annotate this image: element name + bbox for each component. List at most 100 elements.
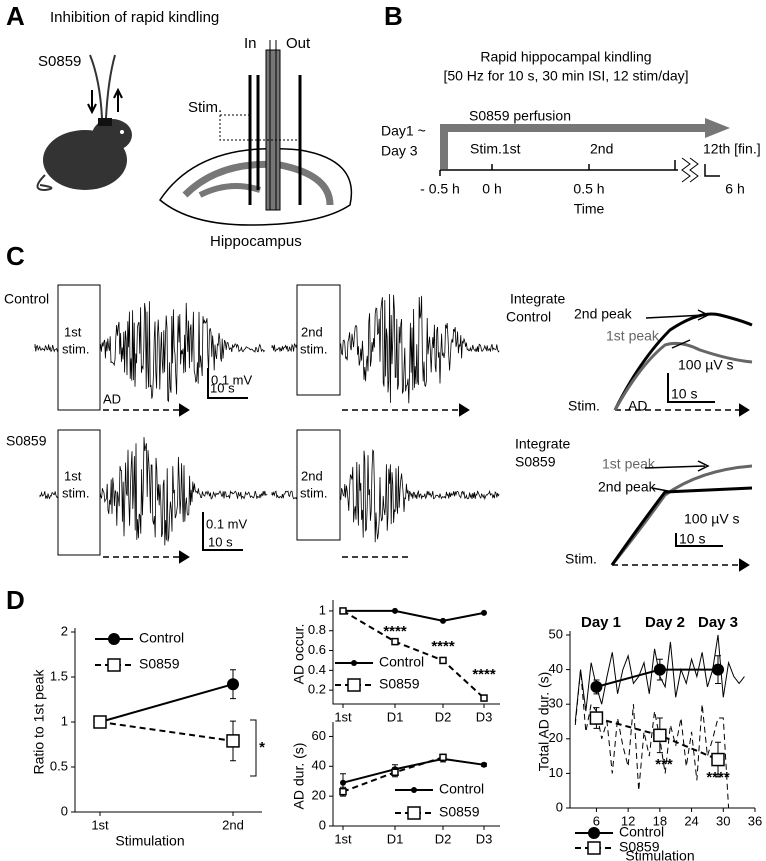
x-tick-label: 30 [716,813,730,828]
x-tick-label: 18 [653,813,667,828]
drug-label: S0859 [38,53,81,70]
x-tick-label: 1st [334,709,352,724]
y-tick-label: 60 [312,728,326,743]
integrate-label: Integrate [510,291,565,307]
annotation: **** [472,666,496,683]
x-tick-label: 6 [593,813,600,828]
annotation: *** [655,756,673,773]
marker [481,761,487,768]
stim-box-label: 1st [64,324,82,339]
x-tick-label: D3 [476,831,493,846]
marker [391,768,399,777]
legend-label: Control [619,824,664,840]
annotation: Day 1 [581,614,621,631]
y-axis-label: Total AD dur. (s) [536,672,552,772]
legend-marker [411,787,417,793]
ad-label: AD [628,398,647,414]
legend-marker [351,660,357,666]
stim-label: Stim. [565,551,597,567]
x-tick-label: D2 [435,709,452,724]
stim-label: Stim. [188,99,222,116]
panel-label: D [6,585,25,615]
time-axis-label: Time [574,201,605,217]
series-line [99,721,234,742]
time-label: 0.5 h [573,181,604,197]
perfusion-label: S0859 perfusion [469,108,571,124]
out-label: Out [286,35,311,52]
scale-label: 10 s [210,380,235,395]
marker [590,680,603,693]
marker [711,752,725,767]
series-line [342,757,485,784]
panel-label: A [6,1,25,31]
scale-label: 10 s [679,531,705,547]
y-tick-label: 30 [549,696,563,711]
annotation: **** [383,623,407,640]
y-tick-label: 0.5 [50,758,68,773]
y-tick-label: 20 [549,730,563,745]
y-tick-label: 0.2 [308,682,326,697]
axis [332,600,500,705]
marker [392,607,398,614]
legend-marker [108,633,120,645]
time-label: 0 h [482,181,501,197]
time-label: 6 h [725,181,744,197]
x-tick-label: D1 [387,709,404,724]
marker [480,694,488,702]
series-line [99,683,234,723]
panel-label: C [6,241,25,271]
x-axis-label: Stimulation [115,833,184,849]
y-tick-label: 1 [319,602,326,617]
y-tick-label: 0.6 [308,642,326,657]
marker [93,715,107,729]
legend-label: S0859 [139,656,180,672]
marker [439,656,447,665]
marker [339,607,347,615]
stim-box-label: stim. [62,341,89,356]
annotation: * [259,739,265,756]
peak-label: 1st peak [606,328,660,344]
x-tick-label: 12 [621,813,635,828]
y-tick-label: 40 [312,758,326,773]
legend-marker [107,658,121,672]
charts: 0 0.5 1 1.5 2 1st 2nd Ratio to 1st peak Stimulat… [31,600,762,861]
ad-label: AD [103,391,121,406]
annotation: **** [431,638,455,655]
marker [340,779,346,786]
legend-label: Control [139,630,184,646]
y-tick-label: 1 [61,713,68,728]
x-tick-label: 2nd [222,817,244,832]
stim-label: Stim.1st [470,141,521,157]
y-tick-label: 50 [549,626,563,641]
protocol-title: Rapid hippocampal kindling [480,49,651,65]
stim-label: 12th [fin.] [703,141,761,157]
scale-label: 0.1 mV [211,372,253,387]
x-tick-label: 1st [91,817,109,832]
in-label: In [244,35,257,52]
mouse-drawing [36,54,132,192]
y-tick-label: 40 [549,661,563,676]
stim-boxes [57,284,341,556]
x-axis-label: Stimulation [625,848,694,861]
marker [439,753,447,762]
y-axis-label: AD occur. [291,624,307,685]
legend-label: S0859 [439,804,480,820]
day-label: Day1 ~ [381,123,426,139]
stim-box-label: 2nd [301,468,323,483]
panel-label: B [384,1,403,31]
legend-label: Control [439,781,484,797]
y-tick-label: 1.5 [50,668,68,683]
day-label: Day 3 [381,143,418,159]
y-axis-label: AD dur. (s) [291,743,307,810]
legend-marker [347,678,361,692]
stim-box-label: stim. [300,485,327,500]
y-tick-label: 0 [319,817,326,832]
y-tick-label: 2 [61,623,68,638]
integrate-curves [610,309,753,566]
legend-marker [587,841,601,855]
hippocampus-drawing [159,40,353,226]
x-tick-label: 24 [684,813,698,828]
scale-label: 10 s [671,386,697,402]
scale-bars [103,368,750,572]
